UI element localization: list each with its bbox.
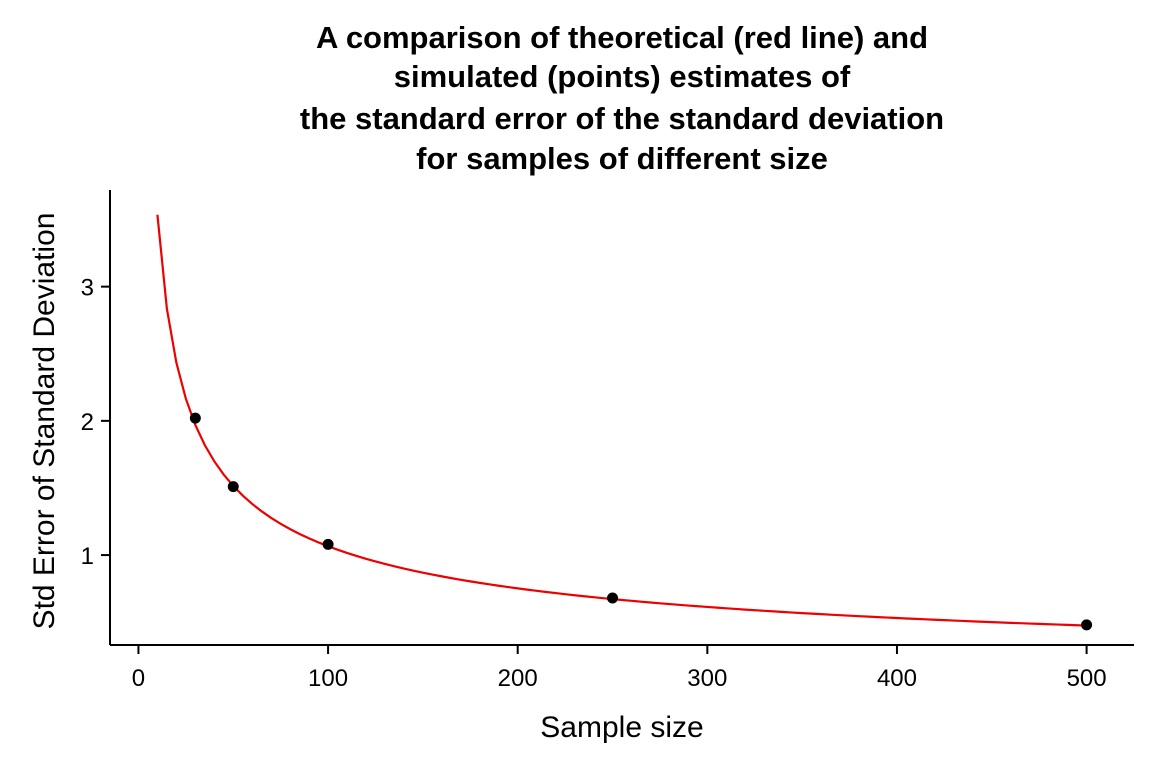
x-ticks: 0 100 200 300 400 500 (132, 645, 1107, 692)
simulated-point (227, 481, 239, 493)
y-ticks: 1 2 3 (81, 275, 110, 570)
x-tick-label: 200 (498, 665, 538, 692)
y-axis-label: Std Error of Standard Deviation (28, 213, 61, 630)
y-tick-label: 1 (81, 543, 94, 570)
x-tick-label: 400 (877, 665, 917, 692)
x-axis-label: Sample size (540, 711, 703, 744)
x-tick-label: 500 (1067, 665, 1107, 692)
y-tick-label: 3 (81, 275, 94, 302)
y-tick-label: 2 (81, 409, 94, 436)
simulated-point (189, 412, 201, 424)
simulated-point (322, 538, 334, 550)
title-line: A comparison of theoretical (red line) a… (316, 20, 928, 55)
x-tick-label: 100 (308, 665, 348, 692)
simulated-point (1081, 619, 1093, 631)
theoretical-line (156, 214, 1087, 627)
x-tick-label: 300 (687, 665, 727, 692)
title-line: for samples of different size (416, 141, 828, 176)
simulated-point (607, 592, 619, 604)
x-tick-label: 0 (132, 665, 145, 692)
plot-marks (156, 214, 1093, 631)
title-line: the standard error of the standard devia… (300, 101, 944, 136)
chart-title: A comparison of theoretical (red line) a… (300, 20, 944, 176)
title-line: simulated (points) estimates of (394, 59, 851, 94)
